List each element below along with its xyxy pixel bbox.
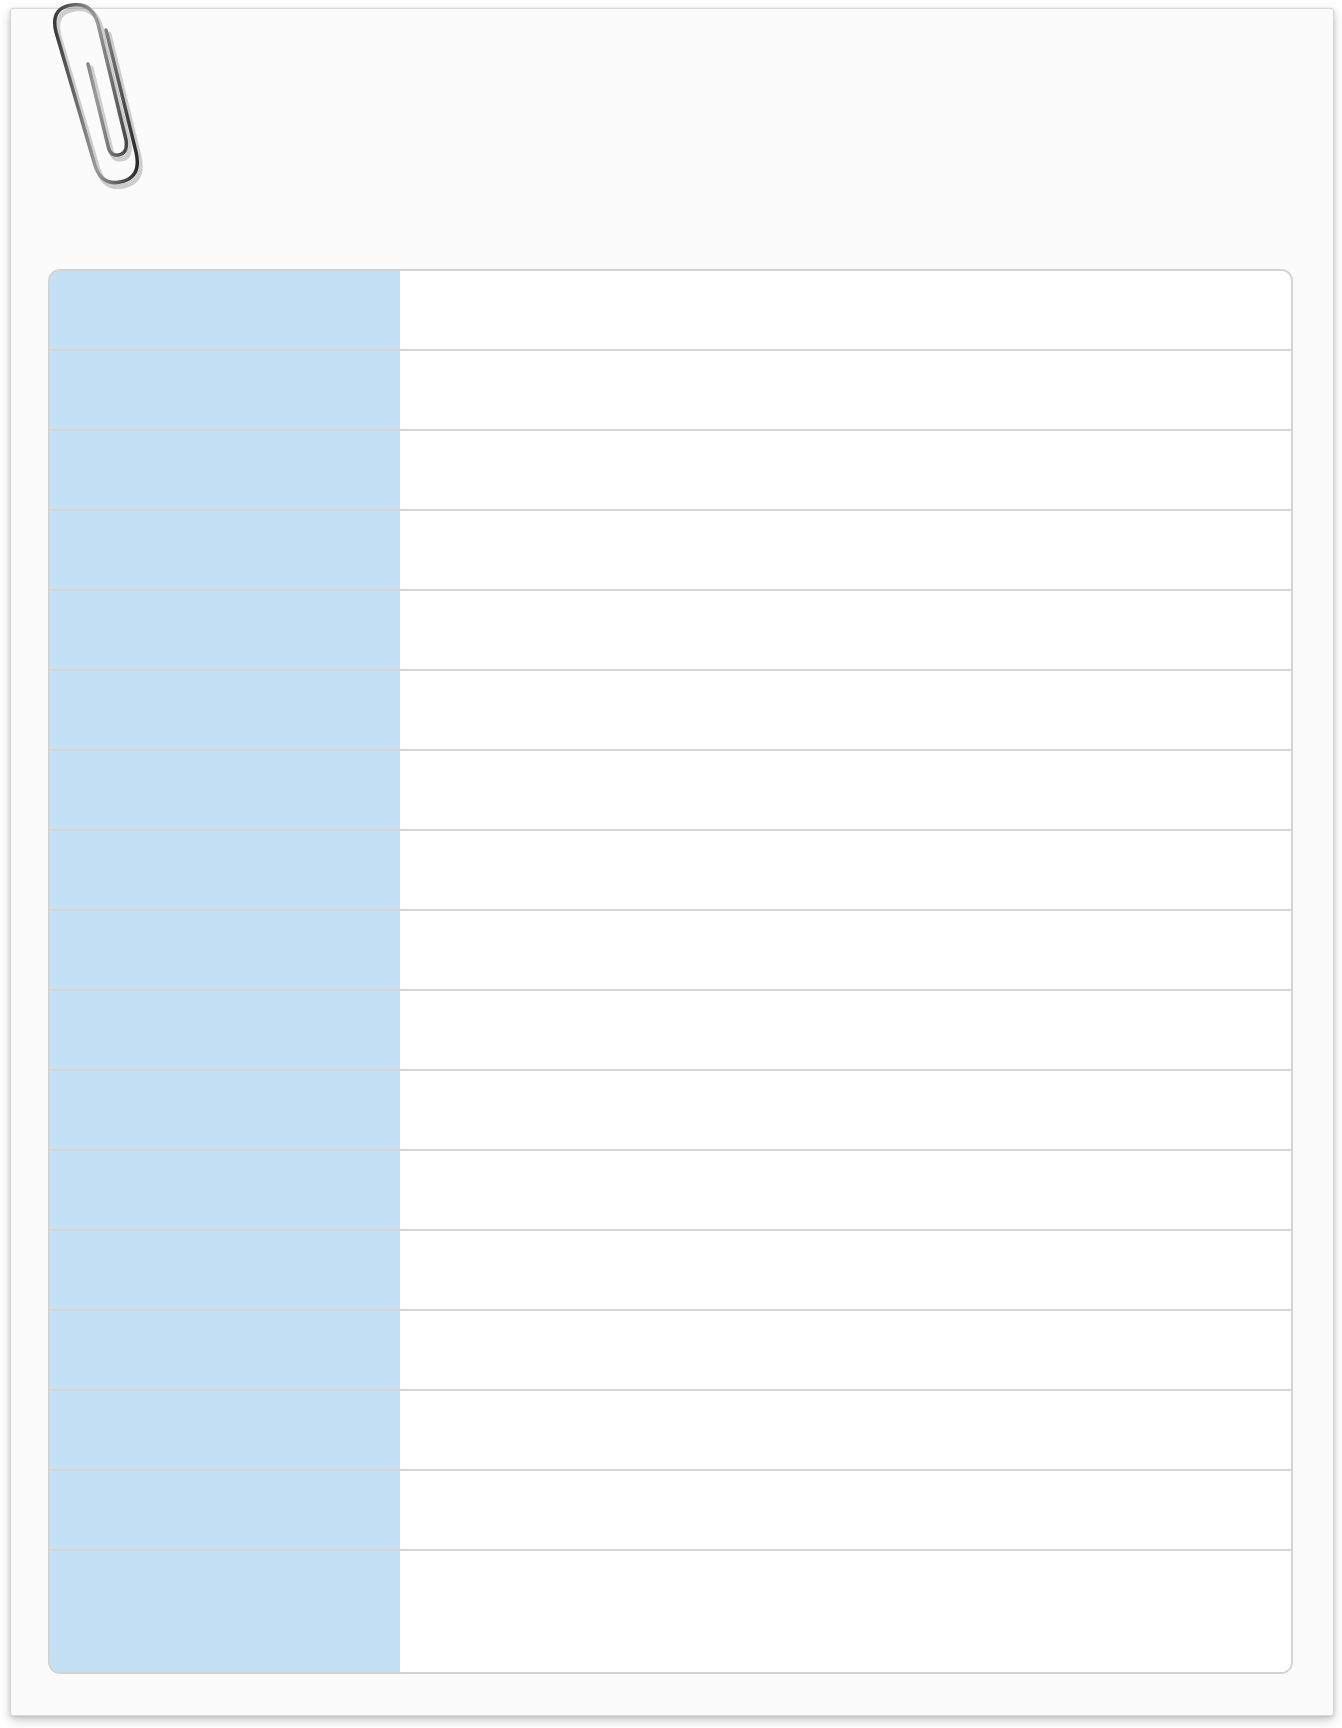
row-value-cell[interactable]: [400, 911, 1291, 989]
table-row: [50, 1071, 1291, 1151]
row-label-cell[interactable]: [50, 511, 400, 589]
table-row: [50, 1471, 1291, 1551]
table-row: [50, 271, 1291, 351]
row-label-cell[interactable]: [50, 1151, 400, 1229]
table-row: [50, 751, 1291, 831]
row-value-cell[interactable]: [400, 991, 1291, 1069]
row-label-cell[interactable]: [50, 1471, 400, 1549]
row-label-cell[interactable]: [50, 1391, 400, 1469]
row-value-cell[interactable]: [400, 1151, 1291, 1229]
table-row: [50, 351, 1291, 431]
row-value-cell[interactable]: [400, 1551, 1291, 1672]
table-row: [50, 991, 1291, 1071]
row-label-cell[interactable]: [50, 1071, 400, 1149]
row-label-cell[interactable]: [50, 271, 400, 349]
row-value-cell[interactable]: [400, 591, 1291, 669]
paperclip-icon: [53, 2, 143, 190]
row-value-cell[interactable]: [400, 511, 1291, 589]
form-table: [48, 269, 1293, 1674]
table-row: [50, 1231, 1291, 1311]
table-row: [50, 831, 1291, 911]
table-row: [50, 591, 1291, 671]
row-value-cell[interactable]: [400, 751, 1291, 829]
row-label-cell[interactable]: [50, 431, 400, 509]
table-rows: [50, 271, 1291, 1672]
row-value-cell[interactable]: [400, 431, 1291, 509]
row-value-cell[interactable]: [400, 671, 1291, 749]
row-value-cell[interactable]: [400, 271, 1291, 349]
row-label-cell[interactable]: [50, 671, 400, 749]
row-value-cell[interactable]: [400, 831, 1291, 909]
row-label-cell[interactable]: [50, 351, 400, 429]
table-row: [50, 1311, 1291, 1391]
row-value-cell[interactable]: [400, 351, 1291, 429]
row-label-cell[interactable]: [50, 831, 400, 909]
row-label-cell[interactable]: [50, 1551, 400, 1672]
row-label-cell[interactable]: [50, 991, 400, 1069]
row-label-cell[interactable]: [50, 1231, 400, 1309]
row-label-cell[interactable]: [50, 751, 400, 829]
row-value-cell[interactable]: [400, 1231, 1291, 1309]
row-value-cell[interactable]: [400, 1391, 1291, 1469]
table-row: [50, 1391, 1291, 1471]
table-row: [50, 1151, 1291, 1231]
table-row: [50, 671, 1291, 751]
row-label-cell[interactable]: [50, 911, 400, 989]
table-row: [50, 1551, 1291, 1672]
row-label-cell[interactable]: [50, 1311, 400, 1389]
table-row: [50, 511, 1291, 591]
row-value-cell[interactable]: [400, 1471, 1291, 1549]
row-label-cell[interactable]: [50, 591, 400, 669]
table-row: [50, 911, 1291, 991]
row-value-cell[interactable]: [400, 1311, 1291, 1389]
row-value-cell[interactable]: [400, 1071, 1291, 1149]
table-row: [50, 431, 1291, 511]
